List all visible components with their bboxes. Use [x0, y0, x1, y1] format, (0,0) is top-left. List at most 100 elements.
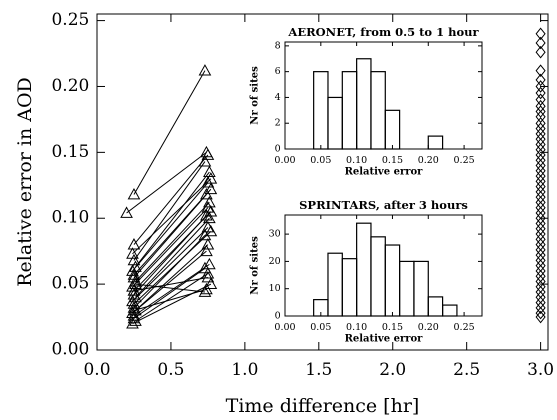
y-tick-label: 30 [269, 229, 281, 240]
histogram-bar [356, 58, 372, 150]
diamond-marker [535, 45, 546, 59]
pair-line [132, 207, 209, 288]
triangle-marker [203, 211, 216, 224]
triangle-marker [204, 277, 218, 290]
x-tick-label: 1.0 [231, 360, 258, 380]
histogram-bar [313, 71, 329, 150]
pair-line [133, 154, 209, 245]
pair-line [135, 273, 209, 322]
y-tick-label: 0.20 [51, 76, 89, 96]
histogram-bar [442, 304, 458, 317]
pair-line [132, 250, 207, 314]
pair-line [135, 202, 210, 282]
pair-line [133, 235, 206, 309]
pair-line [135, 244, 209, 311]
pair-line [133, 267, 206, 319]
histogram-bar [384, 109, 401, 150]
triangle-marker [200, 187, 213, 200]
plot-frame [284, 214, 483, 317]
diamond-marker [535, 301, 546, 315]
x-axis-label: Time difference [hr] [226, 395, 420, 417]
x-tick-label: 0.25 [454, 155, 475, 166]
histogram-bar [427, 135, 444, 150]
x-tick-label: 0.15 [382, 322, 403, 333]
triangle-marker [127, 238, 141, 250]
plot-frame [284, 41, 483, 150]
triangle-marker [127, 187, 141, 200]
triangle-marker [198, 228, 212, 241]
x-tick-label: 0.5 [157, 360, 184, 380]
x-axis-label: Relative error [345, 334, 424, 345]
x-tick-label: 0.15 [382, 155, 403, 166]
y-tick-label: 6 [275, 66, 281, 77]
x-tick-label: 0.20 [418, 322, 439, 333]
histogram-bar [384, 244, 401, 317]
inset-title: AERONET, from 0.5 to 1 hour [287, 25, 479, 39]
triangle-marker [127, 303, 141, 316]
diamond-marker [535, 36, 546, 50]
y-tick-label: 0 [275, 144, 281, 155]
x-tick-label: 3.0 [527, 360, 554, 380]
y-tick-label: 0 [275, 311, 281, 322]
triangle-marker [120, 206, 133, 218]
triangle-marker [201, 270, 215, 283]
triangle-marker [198, 64, 212, 76]
pair-line [133, 194, 207, 278]
y-tick-label: 0.10 [51, 208, 89, 228]
diamond-marker [535, 105, 546, 118]
pair-line [132, 178, 212, 255]
y-axis-label: Nr of sites [250, 236, 261, 295]
y-tick-label: 0.00 [51, 340, 89, 360]
x-tick-label: 0.10 [346, 322, 367, 333]
triangle-marker [126, 317, 139, 329]
diamond-marker [535, 80, 546, 93]
pair-line [133, 70, 206, 195]
diamond-marker [535, 27, 546, 41]
x-axis-label: Relative error [345, 167, 424, 178]
x-tick-label: 0.0 [83, 360, 110, 380]
pair-line [133, 161, 206, 261]
histogram-bar [399, 260, 415, 317]
inset-title: SPRINTARS, after 3 hours [299, 198, 468, 212]
y-axis-label: Nr of sites [250, 66, 261, 125]
histogram-bar [327, 96, 343, 150]
triangle-marker [203, 195, 216, 208]
x-tick-label: 0.20 [418, 155, 439, 166]
histogram-bar [370, 71, 386, 150]
x-tick-label: 0.25 [454, 322, 475, 333]
pair-line [133, 277, 208, 292]
x-tick-label: 1.5 [305, 360, 332, 380]
diamond-marker [535, 64, 546, 77]
pair-line [133, 215, 207, 295]
histogram-bar [427, 296, 444, 317]
x-tick-label: 0.05 [310, 155, 331, 166]
triangle-marker [203, 257, 216, 270]
y-axis-label: Relative error in AOD [14, 77, 36, 287]
pair-line [135, 217, 210, 298]
triangle-marker [200, 244, 213, 257]
y-tick-label: 2 [275, 118, 281, 129]
pair-line [133, 231, 212, 305]
pair-line [132, 182, 209, 272]
x-tick-label: 0.05 [310, 322, 331, 333]
plot-frame [96, 13, 549, 351]
triangle-marker [127, 284, 141, 296]
y-tick-label: 8 [275, 40, 281, 51]
triangle-marker [198, 155, 212, 167]
histogram-bar [370, 236, 386, 317]
histogram-bar [341, 71, 358, 150]
triangle-marker [198, 285, 212, 297]
x-tick-label: 0.00 [274, 322, 295, 333]
triangle-marker [201, 176, 215, 188]
y-tick-label: 4 [275, 92, 281, 103]
diamond-marker [535, 310, 546, 324]
triangle-marker [200, 209, 213, 221]
pair-line [135, 283, 206, 293]
diamond-marker [535, 306, 546, 320]
diamond-marker [535, 73, 546, 87]
x-tick-label: 0.00 [274, 155, 295, 166]
histogram-bar [356, 222, 372, 317]
x-tick-label: 0.10 [346, 155, 367, 166]
